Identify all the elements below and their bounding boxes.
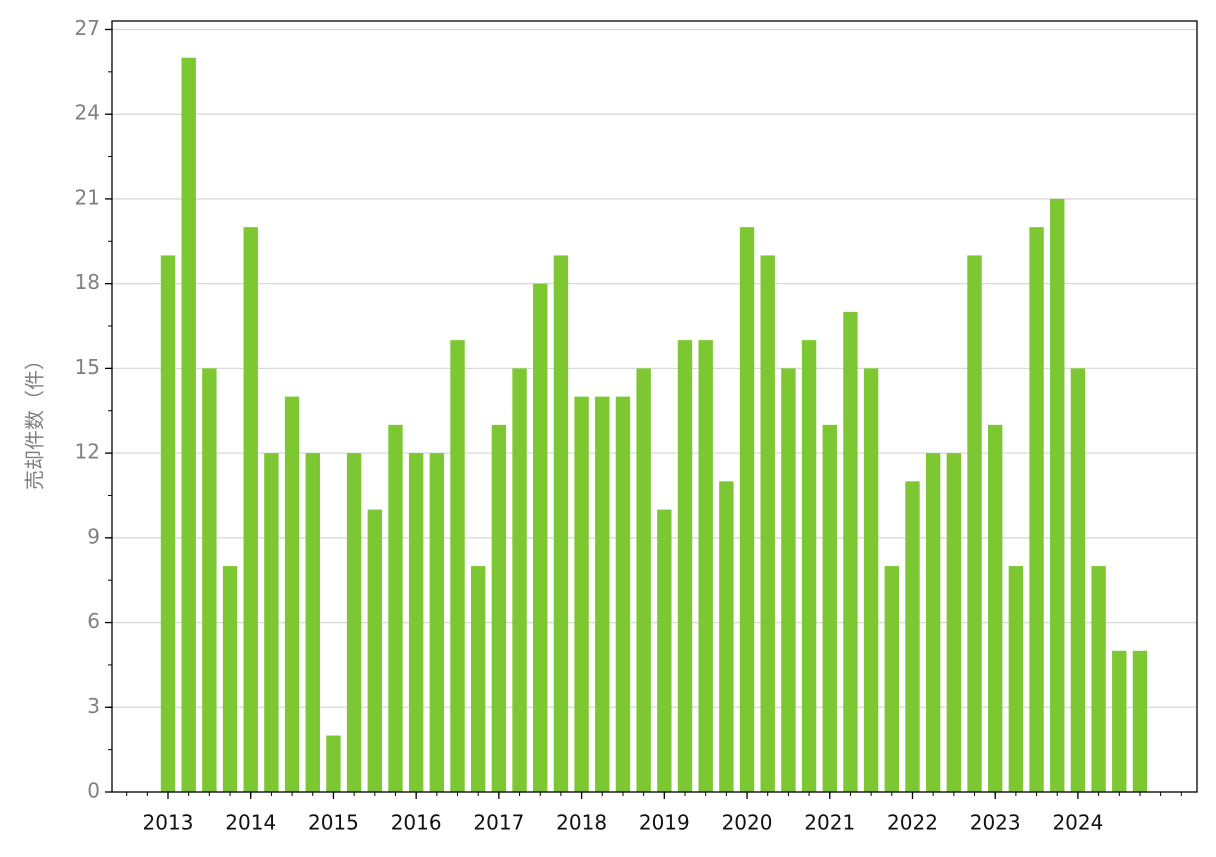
bar xyxy=(657,509,672,792)
bar xyxy=(1008,566,1024,792)
bar xyxy=(884,566,899,792)
bar xyxy=(615,396,631,792)
bar xyxy=(512,368,527,792)
x-tick-label: 2018 xyxy=(556,811,607,835)
bar xyxy=(450,340,465,792)
bar xyxy=(739,227,755,792)
y-tick-label: 3 xyxy=(87,694,100,718)
x-tick-label: 2013 xyxy=(143,811,194,835)
bar xyxy=(222,566,238,792)
bar xyxy=(677,340,693,792)
bar xyxy=(719,481,734,792)
x-tick-label: 2020 xyxy=(722,811,773,835)
bar xyxy=(284,396,300,792)
bar xyxy=(346,453,362,792)
bar xyxy=(202,368,217,792)
x-tick-label: 2017 xyxy=(473,811,524,835)
bar xyxy=(760,255,775,792)
bar xyxy=(781,368,796,792)
bar xyxy=(160,255,176,792)
bar xyxy=(305,453,320,792)
y-tick-label: 18 xyxy=(75,270,100,294)
bar xyxy=(388,424,403,792)
bar xyxy=(1029,227,1044,792)
bar xyxy=(367,509,382,792)
x-tick-label: 2023 xyxy=(970,811,1021,835)
x-tick-label: 2024 xyxy=(1052,811,1103,835)
bar xyxy=(1050,198,1065,792)
bar xyxy=(636,368,651,792)
bar xyxy=(491,424,507,792)
plot-frame xyxy=(111,20,1198,793)
bar xyxy=(429,453,445,792)
x-tick-label: 2021 xyxy=(804,811,855,835)
bar xyxy=(408,453,424,792)
bar xyxy=(326,735,341,792)
bar xyxy=(946,453,962,792)
bar xyxy=(801,340,817,792)
bar xyxy=(264,453,279,792)
bar xyxy=(925,453,941,792)
bar xyxy=(1091,566,1106,792)
bar xyxy=(905,481,920,792)
bar xyxy=(988,424,1003,792)
y-tick-label: 9 xyxy=(87,524,100,548)
bar xyxy=(863,368,879,792)
bar xyxy=(553,255,569,792)
bar xyxy=(822,424,837,792)
y-tick-label: 0 xyxy=(87,779,100,803)
bar xyxy=(1132,650,1148,792)
y-tick-label: 21 xyxy=(75,185,100,209)
bar xyxy=(1070,368,1086,792)
bar xyxy=(533,283,548,792)
x-tick-label: 2014 xyxy=(225,811,276,835)
x-tick-label: 2015 xyxy=(308,811,359,835)
bar xyxy=(843,311,858,792)
x-tick-label: 2016 xyxy=(391,811,442,835)
bar xyxy=(595,396,610,792)
y-tick-label: 27 xyxy=(75,16,100,40)
bar xyxy=(1112,650,1127,792)
x-tick-label: 2022 xyxy=(887,811,938,835)
y-tick-label: 12 xyxy=(75,440,100,464)
bar xyxy=(967,255,982,792)
y-axis-label: 売却件数（件） xyxy=(23,350,47,490)
x-tick-label: 2019 xyxy=(639,811,690,835)
y-tick-label: 24 xyxy=(75,101,100,125)
bar xyxy=(243,227,258,792)
y-tick-label: 6 xyxy=(87,609,100,633)
bar xyxy=(181,57,196,792)
bar xyxy=(471,566,486,792)
y-tick-label: 15 xyxy=(75,355,100,379)
bar xyxy=(698,340,713,792)
bar xyxy=(574,396,589,792)
